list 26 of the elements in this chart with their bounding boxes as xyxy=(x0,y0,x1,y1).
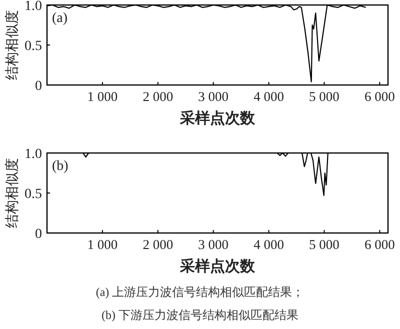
x-tick-label: 4 000 xyxy=(254,89,284,104)
x-tick-label: 1 000 xyxy=(87,237,118,252)
y-tick-label: 1.0 xyxy=(24,147,42,162)
x-axis-title: 采样点次数 xyxy=(179,110,256,127)
x-axis-title: 采样点次数 xyxy=(179,258,256,275)
text: (a) 上游压力波信号结构相似匹配结果； xyxy=(96,285,304,299)
y-tick-label: 0 xyxy=(35,79,42,94)
x-tick-label: 5 000 xyxy=(309,89,340,104)
x-tick-label: 5 000 xyxy=(309,237,340,252)
annotation: (a) xyxy=(52,11,68,26)
y-axis-title: 结构相似度 xyxy=(4,10,20,80)
y-tick-label: 0.5 xyxy=(24,39,42,54)
x-tick-label: 6 000 xyxy=(364,237,396,252)
text: (b) 下游压力波信号结构相似匹配结果 xyxy=(102,308,298,322)
y-tick-label: 0.5 xyxy=(24,187,42,202)
x-tick-label: 2 000 xyxy=(142,89,174,104)
x-tick-label: 3 000 xyxy=(198,237,229,252)
x-tick-label: 1 000 xyxy=(87,89,118,104)
x-tick-label: 2 000 xyxy=(142,237,174,252)
annotation: (b) xyxy=(52,159,69,174)
x-tick-label: 3 000 xyxy=(198,89,229,104)
y-axis-title: 结构相似度 xyxy=(4,158,20,228)
y-tick-label: 0 xyxy=(35,227,42,242)
x-tick-label: 4 000 xyxy=(254,237,284,252)
y-tick-label: 1.0 xyxy=(24,0,42,14)
x-tick-label: 6 000 xyxy=(364,89,396,104)
